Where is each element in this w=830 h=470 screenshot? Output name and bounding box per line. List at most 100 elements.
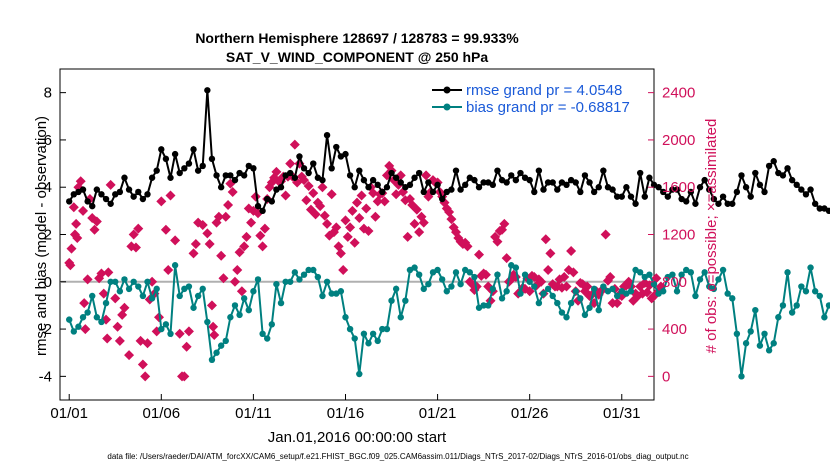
bias-point (494, 271, 501, 278)
y-left-tick-label: 0 (44, 274, 52, 291)
obs-point (338, 264, 349, 275)
bias-point (733, 330, 741, 337)
obs-point (361, 203, 372, 214)
obs-point (446, 214, 457, 225)
bias-point (392, 285, 400, 293)
bias-point (236, 311, 243, 319)
bias-point (738, 373, 745, 380)
bias-point (802, 288, 810, 295)
obs-point (65, 260, 76, 271)
bias-point (185, 283, 193, 290)
bias-point (351, 335, 358, 342)
bias-point (254, 276, 262, 283)
bias-point (448, 283, 455, 290)
bias-point (719, 266, 727, 274)
rmse-point (508, 172, 515, 179)
obs-point (140, 371, 151, 382)
bias-point (549, 292, 556, 300)
rmse-point (79, 186, 87, 193)
bias-point (471, 273, 478, 281)
obs-point (345, 222, 356, 233)
obs-point (322, 218, 333, 229)
bias-point (356, 370, 363, 378)
x-tick-label: 01/11 (235, 405, 271, 422)
obs-point (308, 188, 319, 199)
rmse-point (208, 155, 216, 163)
rmse-point (176, 169, 183, 177)
x-tick-label: 01/26 (511, 405, 549, 422)
obs-point (229, 276, 240, 287)
obs-point (188, 248, 199, 259)
bias-point (531, 283, 538, 290)
obs-point (310, 209, 321, 220)
obs-point (165, 190, 176, 201)
bias-point (342, 314, 349, 321)
obs-point (112, 321, 123, 332)
y-left-tick-label: 6 (44, 132, 52, 149)
rmse-point (618, 193, 625, 200)
y-axis-right-label: # of obs: o=possible; ×=assimilated (703, 119, 720, 354)
rmse-point (517, 169, 524, 177)
rmse-point (765, 162, 773, 170)
obs-point (379, 196, 390, 207)
rmse-point (687, 188, 695, 196)
obs-point (98, 288, 109, 299)
bias-point (535, 299, 543, 307)
rmse-line (68, 90, 830, 213)
obs-point (299, 175, 310, 186)
rmse-point (277, 184, 285, 191)
obs-point (340, 215, 351, 226)
bias-point (79, 314, 87, 321)
obs-point (402, 231, 413, 242)
rmse-point (360, 176, 368, 184)
rmse-point (162, 155, 170, 163)
bias-point (558, 309, 566, 316)
obs-point (411, 204, 422, 215)
obs-point (170, 235, 181, 246)
obs-point (241, 231, 252, 242)
rmse-point (351, 184, 358, 191)
bias-point (144, 278, 151, 285)
bias-point (217, 342, 225, 349)
bias-point (443, 288, 450, 295)
obs-point (326, 189, 337, 200)
obs-point (582, 281, 593, 292)
rmse-point (452, 167, 460, 174)
obs-point (612, 298, 623, 309)
rmse-point (673, 186, 681, 193)
rmse-point (406, 181, 414, 189)
obs-point (543, 264, 554, 275)
obs-point (255, 230, 266, 241)
bias-point (383, 325, 391, 333)
bias-point (742, 340, 750, 347)
obs-point (220, 211, 231, 222)
legend-rmse-marker (443, 86, 451, 94)
rmse-point (296, 153, 303, 160)
bias-point (687, 269, 695, 276)
bias-point (821, 314, 828, 321)
bias-point (438, 276, 446, 283)
obs-point (600, 229, 611, 240)
obs-point (368, 188, 379, 199)
obs-point (561, 281, 572, 292)
y-right-tick-label: 1200 (662, 227, 695, 244)
rmse-point (489, 181, 497, 189)
obs-point (105, 179, 116, 190)
rmse-point (807, 186, 814, 193)
bias-point (374, 337, 381, 345)
rmse-point (434, 181, 441, 189)
bias-point (337, 288, 345, 295)
bias-point (84, 309, 91, 316)
rmse-point (788, 176, 796, 184)
bias-point (250, 288, 257, 295)
rmse-point (287, 169, 294, 177)
bias-point (125, 285, 133, 293)
bias-point (572, 288, 579, 295)
rmse-point (369, 176, 377, 184)
bias-point (729, 295, 736, 302)
bias-point (811, 288, 819, 295)
rmse-point (636, 169, 644, 177)
rmse-point (135, 188, 142, 196)
obs-point (356, 190, 367, 201)
rmse-point (181, 165, 188, 172)
